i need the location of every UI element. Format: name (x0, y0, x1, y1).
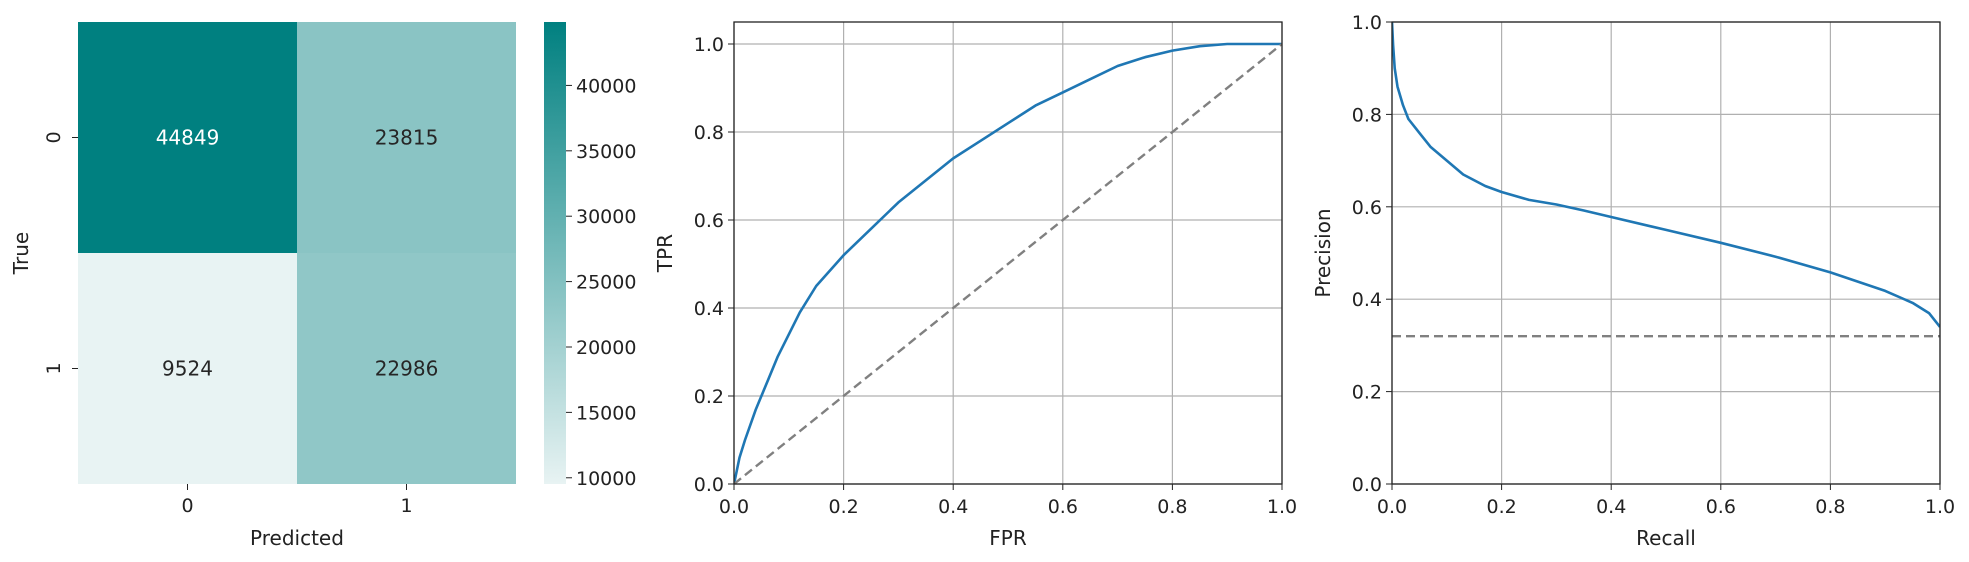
heatmap-cell-value: 22986 (375, 357, 439, 381)
plot-frame (733, 21, 1283, 485)
x-tick-label: 0.8 (1815, 496, 1845, 518)
y-tick-label: 1.0 (1352, 12, 1382, 34)
x-axis-label: Recall (1636, 526, 1696, 550)
x-tick-label: 0.4 (938, 496, 968, 518)
x-tick-label: 0.2 (1486, 496, 1516, 518)
roc-chart: 0.0 0.2 0.4 0.6 0.8 1.0 0.0 0.2 0.4 0.6 0.8 1.0 FPR T… (653, 21, 1297, 550)
baseline-dashed-line (734, 43, 1282, 484)
colorbar-tick-label: 35000 (576, 141, 636, 163)
x-tick-label: 0.4 (1596, 496, 1626, 518)
colorbar: 10000 15000 20000 25000 30000 35000 40000 (544, 22, 636, 490)
x-tick-label: 0 (181, 495, 193, 517)
x-tick-label: 1 (400, 495, 412, 517)
y-tick-label: 0.2 (1352, 382, 1382, 404)
y-tick-label: 0.8 (1352, 104, 1382, 126)
y-tick-label: 0.4 (1352, 289, 1382, 311)
y-axis-label: True (9, 232, 33, 275)
y-tick-label: 1.0 (694, 34, 724, 56)
y-axis-label: TPR (653, 234, 677, 273)
heatmap-cell-value: 44849 (156, 126, 220, 150)
curve-line (734, 42, 1282, 484)
x-tick-label: 1.0 (1267, 496, 1297, 518)
y-tick-label: 0.6 (1352, 197, 1382, 219)
x-tick-label: 0.2 (828, 496, 858, 518)
curve-line (1392, 22, 1940, 328)
x-axis-label: FPR (989, 526, 1027, 550)
x-tick-label: 0.6 (1048, 496, 1078, 518)
heatmap-cell (78, 253, 297, 484)
x-tick-label: 0.0 (719, 496, 749, 518)
confusion-matrix-heatmap: 44849 23815 9524 22986 0 1 0 1 Predicted True (9, 22, 516, 550)
y-tick-label: 0.2 (694, 386, 724, 408)
x-tick-label: 0.6 (1706, 496, 1736, 518)
colorbar-tick-label: 25000 (576, 272, 636, 294)
y-tick-label: 0.8 (694, 122, 724, 144)
colorbar-tick-label: 30000 (576, 206, 636, 228)
y-tick-label: 0.4 (694, 298, 724, 320)
y-tick-label: 0.0 (694, 474, 724, 496)
x-tick-label: 1.0 (1925, 496, 1955, 518)
y-tick-label: 0.0 (1352, 474, 1382, 496)
y-tick-label: 0 (43, 131, 65, 143)
x-tick-label: 0.8 (1157, 496, 1187, 518)
y-tick-label: 1 (43, 362, 65, 374)
heatmap-cell-value: 23815 (375, 126, 439, 150)
y-tick-label: 0.6 (694, 210, 724, 232)
heatmap-cell (297, 22, 516, 253)
colorbar-tick-label: 20000 (576, 337, 636, 359)
colorbar-tick-label: 15000 (576, 402, 636, 424)
x-tick-label: 0.0 (1377, 496, 1407, 518)
heatmap-cell-value: 9524 (162, 357, 213, 381)
heatmap-cell (297, 253, 516, 484)
y-axis-label: Precision (1311, 208, 1335, 297)
colorbar-tick-label: 40000 (576, 75, 636, 97)
x-axis-label: Predicted (250, 526, 344, 550)
colorbar-bar (544, 22, 566, 484)
precision-recall-chart: 0.0 0.2 0.4 0.6 0.8 1.0 0.0 0.2 0.4 0.6 0.8 1.0 Reca… (1311, 12, 1955, 550)
plot-frame (1391, 21, 1941, 485)
colorbar-tick-label: 10000 (576, 468, 636, 490)
heatmap-cell (78, 22, 297, 253)
